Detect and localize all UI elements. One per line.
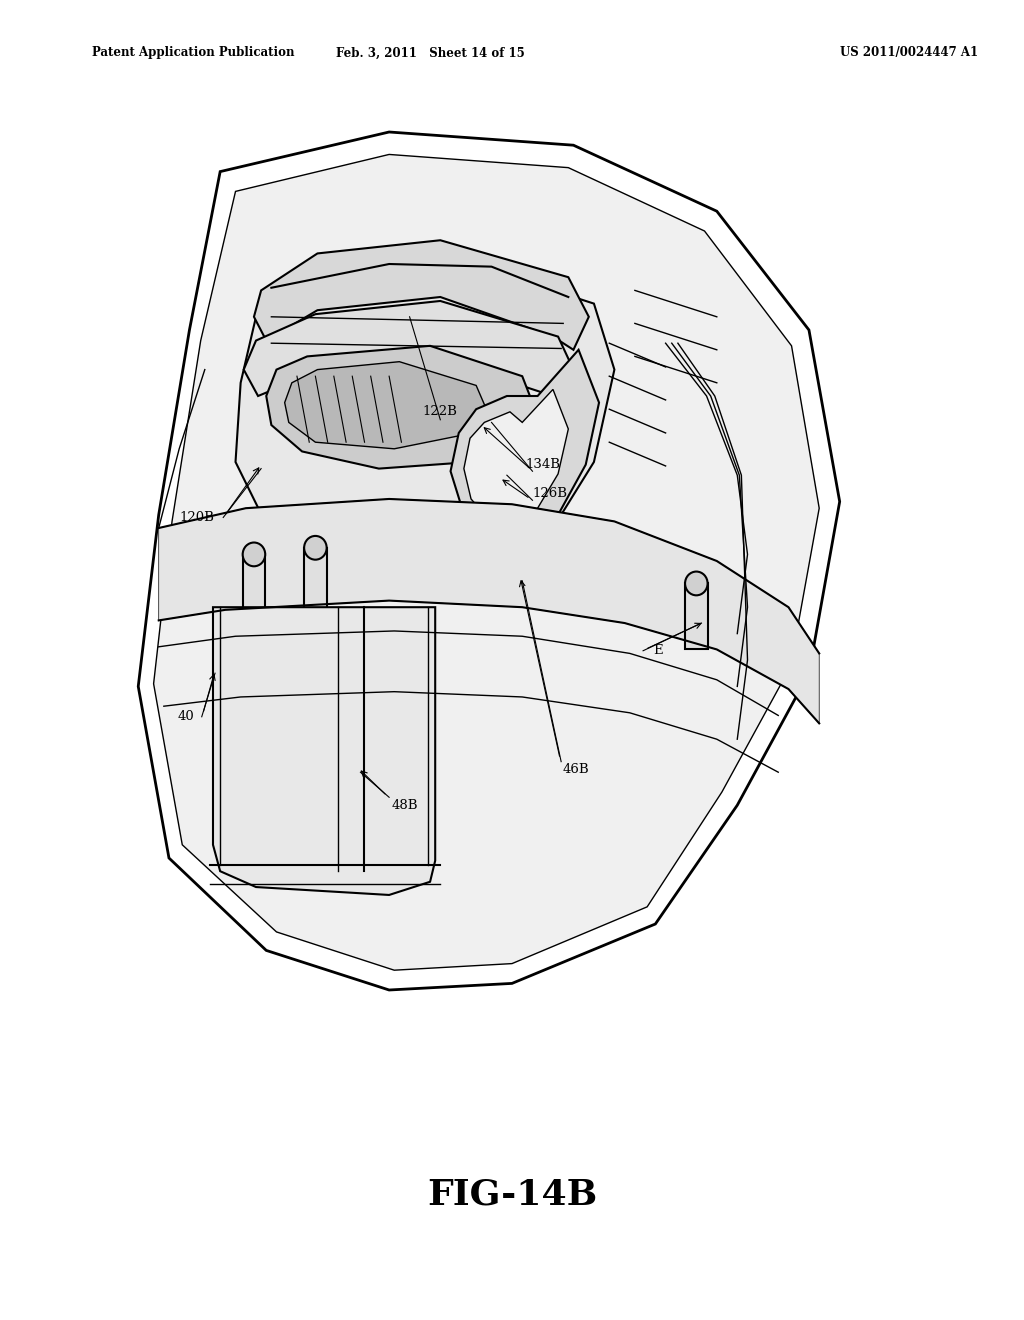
Polygon shape bbox=[266, 346, 532, 469]
Ellipse shape bbox=[243, 543, 265, 566]
Text: 48B: 48B bbox=[391, 799, 418, 812]
Ellipse shape bbox=[685, 572, 708, 595]
Text: Feb. 3, 2011   Sheet 14 of 15: Feb. 3, 2011 Sheet 14 of 15 bbox=[336, 46, 524, 59]
Polygon shape bbox=[285, 362, 486, 449]
Polygon shape bbox=[451, 350, 599, 539]
Polygon shape bbox=[159, 499, 819, 723]
Polygon shape bbox=[464, 389, 568, 524]
Text: 46B: 46B bbox=[562, 763, 589, 776]
Text: 122B: 122B bbox=[423, 405, 458, 418]
Bar bbox=[304, 548, 327, 616]
Polygon shape bbox=[236, 264, 614, 574]
Polygon shape bbox=[244, 301, 573, 396]
Text: 126B: 126B bbox=[532, 487, 567, 500]
Text: 134B: 134B bbox=[525, 458, 560, 471]
Bar bbox=[243, 554, 265, 620]
Ellipse shape bbox=[304, 536, 327, 560]
Polygon shape bbox=[213, 607, 435, 895]
Polygon shape bbox=[154, 154, 819, 970]
Text: E: E bbox=[653, 644, 664, 657]
Bar bbox=[685, 583, 708, 649]
Text: FIG-14B: FIG-14B bbox=[427, 1177, 597, 1212]
Polygon shape bbox=[254, 240, 589, 350]
Text: Patent Application Publication: Patent Application Publication bbox=[92, 46, 295, 59]
Text: 120B: 120B bbox=[179, 511, 214, 524]
Text: US 2011/0024447 A1: US 2011/0024447 A1 bbox=[840, 46, 978, 59]
Text: 40: 40 bbox=[178, 710, 195, 723]
